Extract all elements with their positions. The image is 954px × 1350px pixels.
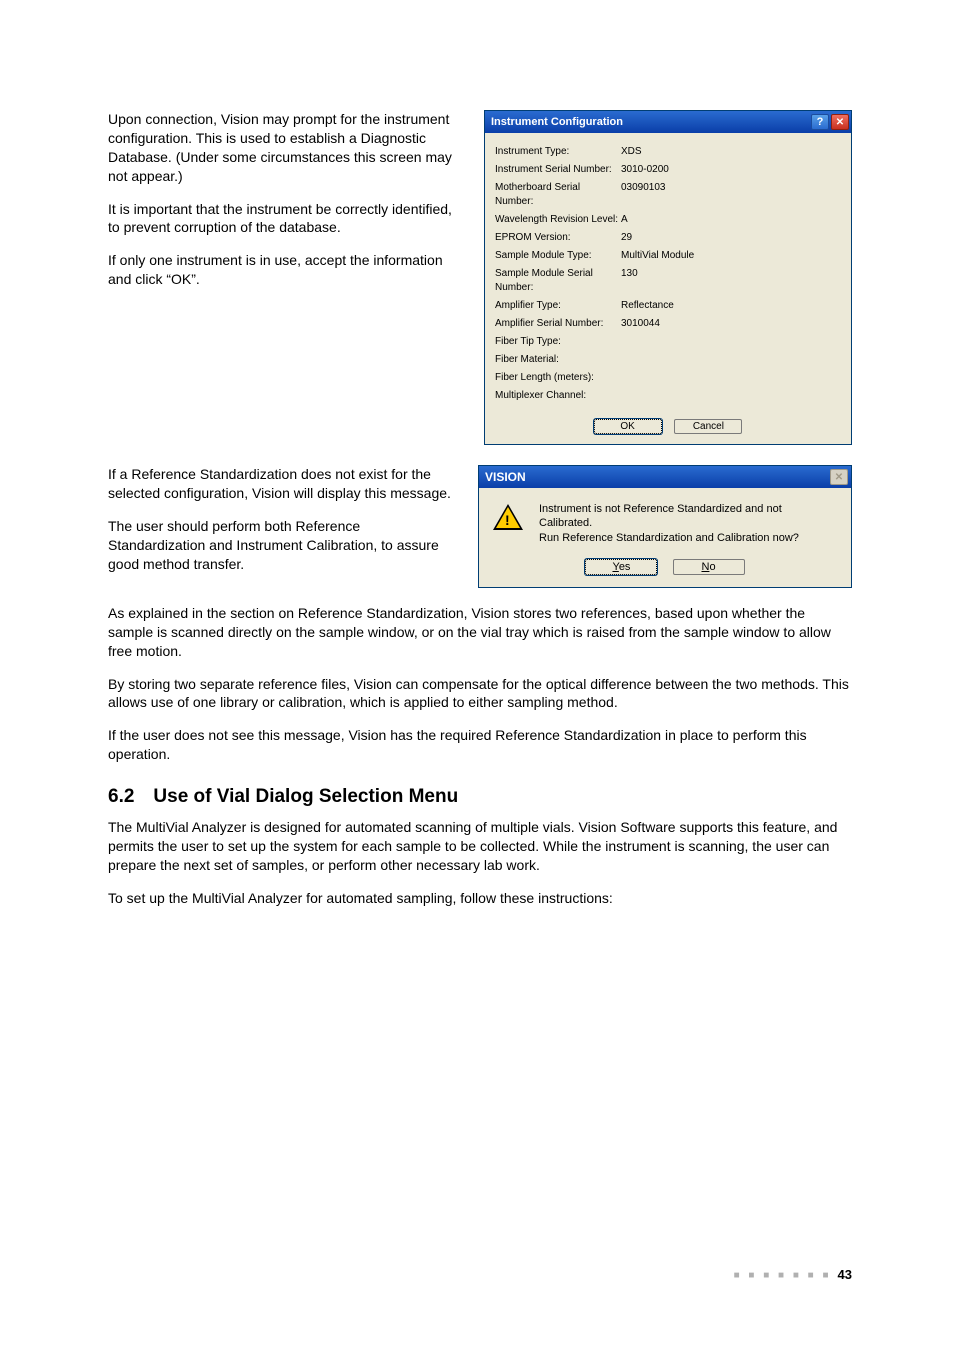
field-label: Instrument Type: bbox=[495, 145, 621, 159]
field-label: Amplifier Type: bbox=[495, 299, 621, 313]
config-field: Multiplexer Channel: bbox=[495, 389, 841, 403]
config-field: Motherboard Serial Number:03090103 bbox=[495, 181, 841, 209]
config-field: Fiber Material: bbox=[495, 353, 841, 367]
yes-button[interactable]: Yes bbox=[585, 559, 657, 575]
paragraph: The user should perform both Reference S… bbox=[108, 517, 456, 574]
cancel-button[interactable]: Cancel bbox=[674, 419, 742, 434]
config-field: EPROM Version:29 bbox=[495, 231, 841, 245]
config-field: Fiber Tip Type: bbox=[495, 335, 841, 349]
config-field: Amplifier Serial Number:3010044 bbox=[495, 317, 841, 331]
field-value: Reflectance bbox=[621, 299, 674, 313]
paragraph: If the user does not see this message, V… bbox=[108, 726, 852, 764]
paragraph: By storing two separate reference files,… bbox=[108, 675, 852, 713]
field-value: 3010-0200 bbox=[621, 163, 669, 177]
config-field: Instrument Serial Number:3010-0200 bbox=[495, 163, 841, 177]
warning-icon: ! bbox=[493, 504, 523, 530]
field-value: 29 bbox=[621, 231, 632, 245]
field-value: MultiVial Module bbox=[621, 249, 694, 263]
field-label: Fiber Length (meters): bbox=[495, 371, 621, 385]
dialog-title: Instrument Configuration bbox=[491, 116, 623, 128]
dialog-title: VISION bbox=[485, 470, 526, 484]
ok-button[interactable]: OK bbox=[594, 419, 662, 434]
config-field: Fiber Length (meters): bbox=[495, 371, 841, 385]
config-field: Amplifier Type:Reflectance bbox=[495, 299, 841, 313]
paragraph: To set up the MultiVial Analyzer for aut… bbox=[108, 889, 852, 908]
page-footer: ■ ■ ■ ■ ■ ■ ■43 bbox=[734, 1267, 852, 1282]
field-label: Wavelength Revision Level: bbox=[495, 213, 621, 227]
vision-dialog: VISION ✕ ! Instrument is not Reference S… bbox=[478, 465, 852, 588]
config-field: Instrument Type:XDS bbox=[495, 145, 841, 159]
field-value: 3010044 bbox=[621, 317, 660, 331]
field-label: Instrument Serial Number: bbox=[495, 163, 621, 177]
paragraph: As explained in the section on Reference… bbox=[108, 604, 852, 661]
field-label: Fiber Tip Type: bbox=[495, 335, 621, 349]
field-label: Sample Module Type: bbox=[495, 249, 621, 263]
config-field: Wavelength Revision Level:A bbox=[495, 213, 841, 227]
field-value: A bbox=[621, 213, 628, 227]
field-label: EPROM Version: bbox=[495, 231, 621, 245]
config-field: Sample Module Type:MultiVial Module bbox=[495, 249, 841, 263]
paragraph: It is important that the instrument be c… bbox=[108, 200, 466, 238]
config-field: Sample Module Serial Number:130 bbox=[495, 267, 841, 295]
no-button[interactable]: No bbox=[673, 559, 745, 575]
paragraph: Upon connection, Vision may prompt for t… bbox=[108, 110, 466, 186]
section-heading: 6.2 Use of Vial Dialog Selection Menu bbox=[108, 786, 852, 808]
paragraph: If only one instrument is in use, accept… bbox=[108, 251, 466, 289]
field-value: 03090103 bbox=[621, 181, 666, 209]
page-number: 43 bbox=[838, 1267, 852, 1282]
dialog-message: Instrument is not Reference Standardized… bbox=[539, 502, 837, 545]
dialog-titlebar: VISION ✕ bbox=[479, 466, 851, 488]
close-icon[interactable]: ✕ bbox=[830, 469, 848, 485]
field-value: XDS bbox=[621, 145, 642, 159]
paragraph: The MultiVial Analyzer is designed for a… bbox=[108, 818, 852, 875]
field-label: Sample Module Serial Number: bbox=[495, 267, 621, 295]
field-label: Amplifier Serial Number: bbox=[495, 317, 621, 331]
close-icon[interactable]: ✕ bbox=[831, 114, 849, 130]
field-label: Multiplexer Channel: bbox=[495, 389, 621, 403]
field-value: 130 bbox=[621, 267, 638, 295]
help-icon[interactable]: ? bbox=[811, 114, 829, 130]
dialog-titlebar: Instrument Configuration ? ✕ bbox=[485, 111, 851, 133]
field-label: Motherboard Serial Number: bbox=[495, 181, 621, 209]
field-label: Fiber Material: bbox=[495, 353, 621, 367]
instrument-configuration-dialog: Instrument Configuration ? ✕ Instrument … bbox=[484, 110, 852, 445]
paragraph: If a Reference Standardization does not … bbox=[108, 465, 456, 503]
